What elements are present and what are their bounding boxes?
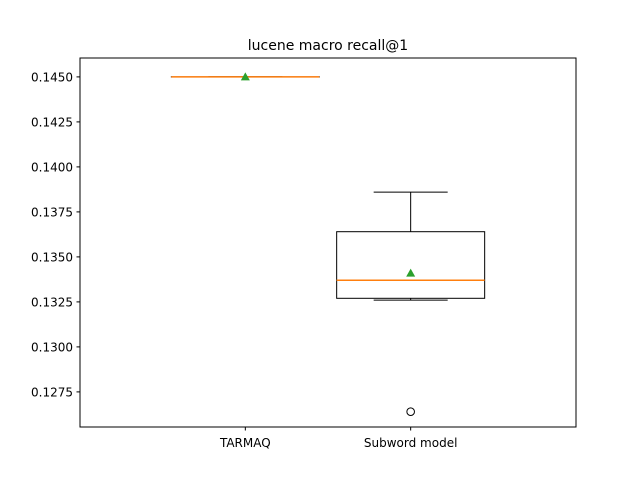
x-axis: TARMAQ Subword model (219, 427, 457, 450)
box-iqr (337, 232, 485, 299)
x-tick-label: TARMAQ (219, 436, 271, 450)
y-axis: 0.1275 0.1300 0.1325 0.1350 0.1375 0.1400 0.14… (31, 70, 80, 399)
box-group (171, 72, 319, 80)
y-tick-label: 0.1450 (31, 70, 73, 84)
mean-marker (406, 269, 415, 277)
outlier-point (407, 408, 415, 416)
y-tick-label: 0.1425 (31, 115, 73, 129)
plot-frame (80, 58, 576, 427)
y-tick-label: 0.1300 (31, 340, 73, 354)
chart-title: lucene macro recall@1 (248, 38, 408, 54)
y-tick-label: 0.1350 (31, 250, 73, 264)
y-tick-label: 0.1325 (31, 295, 73, 309)
y-tick-label: 0.1375 (31, 205, 73, 219)
plot-area (171, 72, 484, 415)
box-group (337, 192, 485, 415)
x-tick-label: Subword model (364, 436, 458, 450)
y-tick-label: 0.1400 (31, 160, 73, 174)
y-tick-label: 0.1275 (31, 385, 73, 399)
